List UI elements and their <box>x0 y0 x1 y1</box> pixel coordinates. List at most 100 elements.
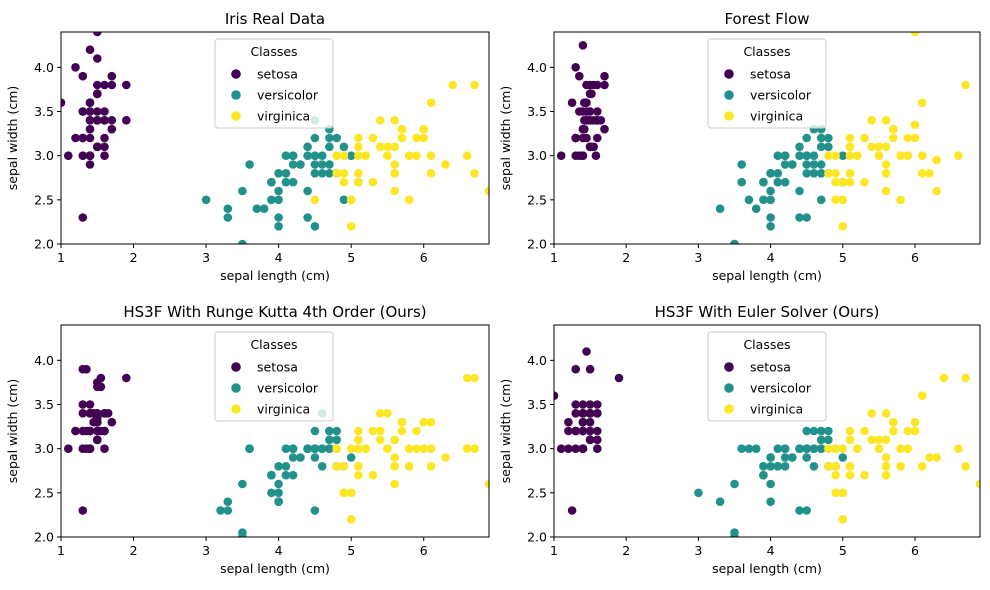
legend-label-versicolor: versicolor <box>750 381 812 396</box>
scatter-point-versicolor <box>310 160 320 169</box>
scatter-point-versicolor <box>773 151 783 160</box>
scatter-point-virginica <box>881 169 891 178</box>
scatter-point-virginica <box>390 116 400 125</box>
scatter-point-setosa <box>78 506 88 515</box>
scatter-points <box>61 32 489 244</box>
chart-title: HS3F With Runge Kutta 4th Order (Ours) <box>123 303 426 321</box>
legend-label-virginica: virginica <box>750 402 803 417</box>
scatter-point-versicolor <box>303 151 312 160</box>
scatter-point-versicolor <box>795 444 804 454</box>
legend-marker-versicolor <box>231 90 241 100</box>
scatter-point-virginica <box>390 160 400 169</box>
legend-marker-virginica <box>231 404 241 414</box>
x-tick-label: 4 <box>275 250 283 265</box>
scatter-point-virginica <box>404 462 414 471</box>
scatter-point-virginica <box>462 444 472 454</box>
scatter-point-setosa <box>578 409 588 418</box>
legend-marker-setosa <box>231 69 241 79</box>
scatter-point-virginica <box>383 151 392 160</box>
scatter-point-versicolor <box>288 151 298 160</box>
scatter-point-setosa <box>93 116 102 125</box>
scatter-point-versicolor <box>795 151 804 160</box>
scatter-point-versicolor <box>694 488 703 498</box>
scatter-point-virginica <box>896 195 905 205</box>
scatter-point-versicolor <box>325 160 334 169</box>
scatter-point-versicolor <box>759 195 768 205</box>
scatter-point-setosa <box>93 107 102 116</box>
scatter-point-setosa <box>100 107 109 116</box>
scatter-point-setosa <box>107 124 117 134</box>
scatter-point-versicolor <box>824 142 833 152</box>
scatter-point-setosa <box>585 364 595 374</box>
scatter-point-versicolor <box>730 528 739 537</box>
scatter-point-virginica <box>824 151 833 160</box>
scatter-point-setosa <box>85 116 95 125</box>
legend-label-setosa: setosa <box>257 67 298 82</box>
legend-title: Classes <box>743 337 790 352</box>
legend-box <box>214 331 334 422</box>
y-axis-label: sepal width (cm) <box>5 86 20 190</box>
scatter-point-virginica <box>419 133 429 143</box>
scatter-point-virginica <box>867 116 876 125</box>
scatter-point-virginica <box>881 186 891 196</box>
scatter-point-virginica <box>860 133 869 143</box>
scatter-point-setosa <box>93 409 102 418</box>
scatter-point-virginica <box>383 142 392 152</box>
y-tick-label: 2.5 <box>34 485 54 500</box>
scatter-point-versicolor <box>325 133 334 143</box>
legend-label-setosa: setosa <box>257 360 298 375</box>
scatter-point-versicolor <box>310 151 320 160</box>
scatter-point-virginica <box>831 470 840 480</box>
scatter-point-versicolor <box>759 470 768 480</box>
scatter-point-versicolor <box>744 444 754 454</box>
scatter-point-setosa <box>100 426 109 436</box>
scatter-point-versicolor <box>339 195 349 205</box>
scatter-point-versicolor <box>809 160 819 169</box>
scatter-point-virginica <box>346 488 356 498</box>
scatter-point-versicolor <box>824 435 833 445</box>
scatter-point-virginica <box>412 151 421 160</box>
scatter-point-versicolor <box>780 151 790 160</box>
legend-marker-setosa <box>724 69 734 79</box>
scatter-point-virginica <box>361 151 371 160</box>
scatter-point-virginica <box>354 142 363 152</box>
scatter-point-virginica <box>874 151 884 160</box>
scatter-point-virginica <box>917 391 927 401</box>
scatter-point-virginica <box>903 133 913 143</box>
scatter-point-virginica <box>426 169 436 178</box>
scatter-point-versicolor <box>274 488 283 498</box>
scatter-point-virginica <box>441 453 450 462</box>
plot-frame <box>60 324 490 538</box>
scatter-point-setosa <box>107 71 117 81</box>
x-axis-label: sepal length (cm) <box>220 561 330 576</box>
legend-box <box>707 331 827 422</box>
scatter-point-virginica <box>354 444 363 454</box>
scatter-point-setosa <box>85 107 95 116</box>
scatter-point-virginica <box>932 155 941 165</box>
scatter-point-versicolor <box>317 151 327 160</box>
scatter-point-versicolor <box>317 444 327 454</box>
y-tick-label: 3.0 <box>527 441 547 456</box>
scatter-point-setosa <box>585 107 595 116</box>
scatter-point-virginica <box>838 195 848 205</box>
scatter-point-virginica <box>419 444 429 454</box>
scatter-point-setosa <box>571 400 580 409</box>
scatter-point-virginica <box>831 195 840 205</box>
scatter-point-virginica <box>354 133 363 143</box>
scatter-point-versicolor <box>303 213 312 222</box>
scatter-point-virginica <box>470 169 479 178</box>
scatter-point-versicolor <box>737 444 746 454</box>
scatter-point-virginica <box>889 426 898 436</box>
y-tick-label: 2.5 <box>34 192 54 207</box>
legend-box <box>707 38 827 129</box>
scatter-point-virginica <box>903 426 913 436</box>
scatter-point-versicolor <box>245 160 254 169</box>
scatter-point-versicolor <box>766 213 775 222</box>
scatter-point-virginica <box>310 195 320 205</box>
scatter-point-setosa <box>100 133 109 143</box>
y-axis-label: sepal width (cm) <box>498 86 513 190</box>
scatter-point-versicolor <box>766 169 775 178</box>
x-tick-label: 1 <box>550 250 558 265</box>
chart-panel: 1 2 3 4 5 6 2.0 2.5 3.0 3.5 4.0 Forest Flow sepal le… <box>498 10 981 283</box>
scatter-point-versicolor <box>274 169 283 178</box>
